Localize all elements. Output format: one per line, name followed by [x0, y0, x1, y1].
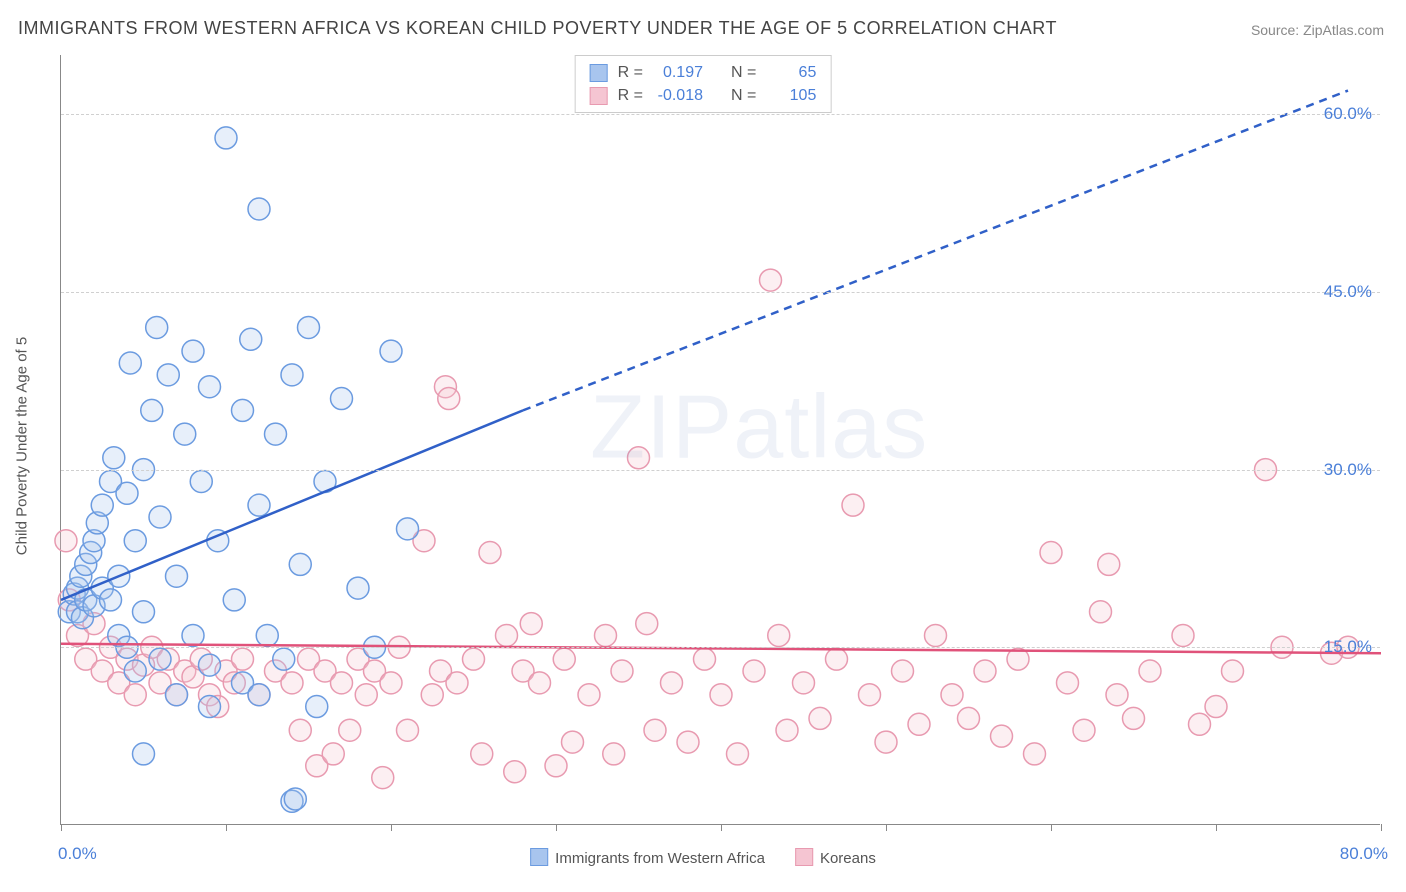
square-icon: [590, 64, 608, 82]
gridline: [61, 470, 1380, 471]
r-label: R =: [618, 61, 643, 84]
stats-row-koreans: R = -0.018 N = 105: [590, 84, 817, 107]
r-label: R =: [618, 84, 643, 107]
y-axis-title: Child Poverty Under the Age of 5: [14, 337, 31, 555]
stats-row-western-africa: R = 0.197 N = 65: [590, 61, 817, 84]
legend-label-2: Koreans: [820, 850, 876, 867]
legend: Immigrants from Western Africa Koreans: [530, 848, 876, 867]
legend-item-western-africa: Immigrants from Western Africa: [530, 848, 765, 867]
y-tick-label: 45.0%: [1324, 282, 1372, 302]
n-label: N =: [731, 84, 756, 107]
legend-item-koreans: Koreans: [795, 848, 876, 867]
square-icon: [530, 848, 548, 866]
n-value-1: 65: [766, 61, 816, 84]
gridline: [61, 114, 1380, 115]
x-tick: [391, 824, 392, 831]
y-tick-label: 30.0%: [1324, 460, 1372, 480]
n-label: N =: [731, 61, 756, 84]
n-value-2: 105: [766, 84, 816, 107]
gridline: [61, 647, 1380, 648]
x-tick: [1381, 824, 1382, 831]
x-tick: [61, 824, 62, 831]
stats-box: R = 0.197 N = 65 R = -0.018 N = 105: [575, 55, 832, 113]
r-value-1: 0.197: [653, 61, 703, 84]
x-tick: [1051, 824, 1052, 831]
square-icon: [795, 848, 813, 866]
x-tick: [886, 824, 887, 831]
x-tick-label-end: 80.0%: [1340, 844, 1388, 864]
source-name: ZipAtlas.com: [1303, 22, 1384, 38]
square-icon: [590, 87, 608, 105]
chart-title: IMMIGRANTS FROM WESTERN AFRICA VS KOREAN…: [18, 18, 1057, 39]
r-value-2: -0.018: [653, 84, 703, 107]
x-tick: [721, 824, 722, 831]
gridline: [61, 292, 1380, 293]
y-tick-label: 15.0%: [1324, 637, 1372, 657]
plot-svg: [61, 55, 1380, 824]
x-tick: [226, 824, 227, 831]
source-prefix: Source:: [1251, 22, 1303, 38]
correlation-chart: IMMIGRANTS FROM WESTERN AFRICA VS KOREAN…: [0, 0, 1406, 892]
legend-label-1: Immigrants from Western Africa: [555, 850, 765, 867]
source-credit: Source: ZipAtlas.com: [1251, 22, 1384, 38]
y-tick-label: 60.0%: [1324, 104, 1372, 124]
x-tick: [556, 824, 557, 831]
x-tick-label-start: 0.0%: [58, 844, 97, 864]
plot-area: 15.0% 30.0% 45.0% 60.0%: [60, 55, 1380, 825]
x-tick: [1216, 824, 1217, 831]
